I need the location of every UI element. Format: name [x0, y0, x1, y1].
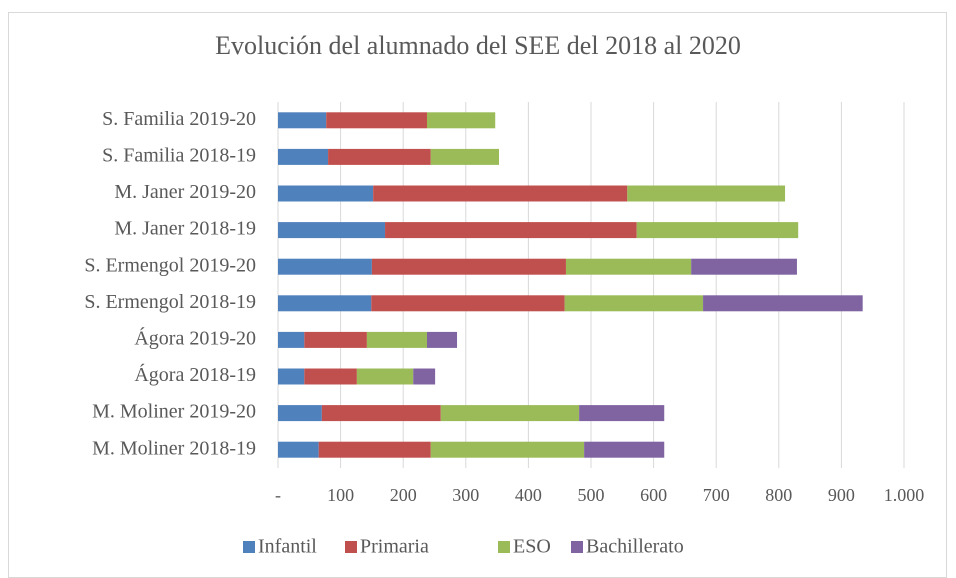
bar-segment — [366, 331, 427, 348]
x-tick-label: 100 — [327, 485, 354, 505]
bar-segment — [278, 222, 386, 239]
legend-label: Infantil — [258, 536, 317, 558]
bar-segment — [691, 258, 797, 275]
bar-segment — [579, 405, 665, 422]
bar-segment — [564, 295, 704, 312]
y-tick-label: M. Janer 2019-20 — [114, 181, 256, 203]
bar-segment — [278, 295, 372, 312]
bar-segment — [430, 441, 585, 458]
bar-segment — [371, 258, 566, 275]
x-tick-label: 800 — [765, 485, 792, 505]
x-tick-label: 700 — [703, 485, 730, 505]
legend-swatch — [345, 541, 357, 553]
bar-segment — [278, 331, 305, 348]
y-tick-label: Ágora 2018-19 — [134, 363, 256, 386]
bar-segment — [356, 368, 414, 385]
y-tick-label: Ágora 2019-20 — [134, 326, 256, 349]
bar-segment — [318, 441, 431, 458]
chart-frame — [8, 12, 947, 578]
bar-segment — [278, 258, 372, 275]
x-tick-label: 900 — [828, 485, 855, 505]
x-tick-label: 300 — [452, 485, 479, 505]
legend-swatch — [571, 541, 583, 553]
bar-segment — [703, 295, 863, 312]
bar-segment — [636, 222, 799, 239]
legend-label: Primaria — [360, 536, 429, 558]
y-tick-label: M. Moliner 2018-19 — [92, 437, 256, 459]
bar-segment — [373, 185, 628, 202]
legend-swatch — [498, 541, 510, 553]
x-tick-label: - — [275, 485, 281, 505]
y-tick-label: S. Ermengol 2019-20 — [84, 254, 256, 276]
legend-label: ESO — [513, 536, 551, 558]
bar-segment — [413, 368, 436, 385]
y-tick-label: M. Moliner 2019-20 — [92, 401, 256, 423]
bar-segment — [328, 148, 431, 165]
bar-segment — [440, 405, 580, 422]
y-tick-label: S. Ermengol 2018-19 — [84, 291, 256, 313]
chart-title: Evolución del alumnado del SEE del 2018 … — [215, 31, 741, 60]
bar-segment — [278, 185, 374, 202]
y-tick-label: S. Familia 2018-19 — [102, 144, 256, 166]
bar-segment — [304, 331, 367, 348]
x-tick-label: 1.000 — [884, 485, 925, 505]
x-tick-label: 500 — [578, 485, 605, 505]
legend-label: Bachillerato — [586, 536, 684, 558]
y-tick-label: M. Janer 2018-19 — [114, 218, 256, 240]
x-tick-label: 200 — [390, 485, 417, 505]
legend-swatch — [243, 541, 255, 553]
bar-segment — [278, 148, 329, 165]
bar-segment — [278, 368, 305, 385]
bar-segment — [385, 222, 637, 239]
y-tick-label: S. Familia 2019-20 — [102, 108, 256, 130]
bar-segment — [371, 295, 565, 312]
bar-segment — [326, 112, 427, 129]
bar-segment — [278, 112, 327, 129]
bar-segment — [321, 405, 441, 422]
bar-segment — [278, 405, 322, 422]
bar-segment — [426, 112, 496, 129]
bar-segment — [430, 148, 499, 165]
x-tick-label: 600 — [640, 485, 667, 505]
bar-segment — [627, 185, 786, 202]
x-tick-label: 400 — [515, 485, 542, 505]
bar-segment — [426, 331, 458, 348]
bar-segment — [278, 441, 319, 458]
bar-segment — [304, 368, 357, 385]
bar-segment — [584, 441, 665, 458]
bar-segment — [565, 258, 692, 275]
